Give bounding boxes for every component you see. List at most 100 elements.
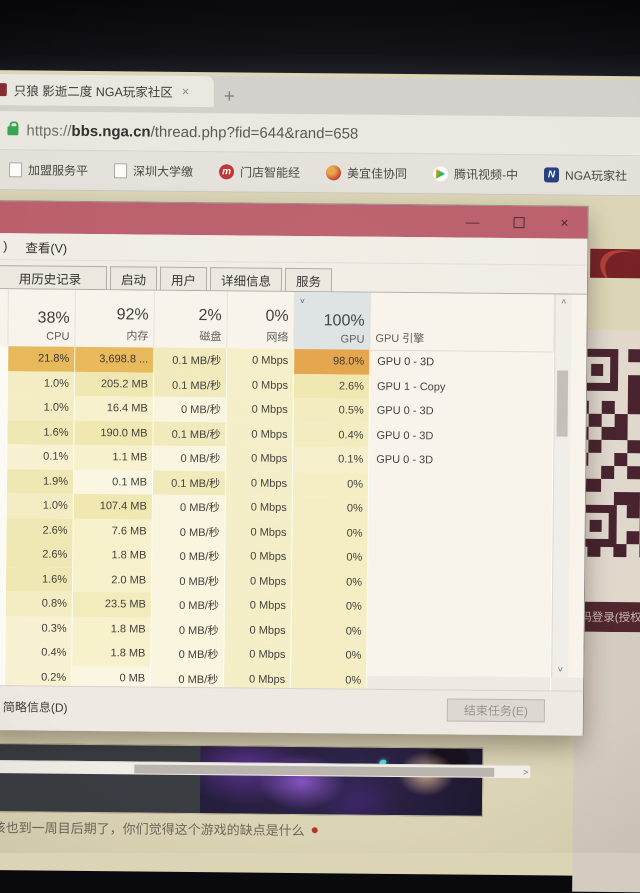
cell-gpu[interactable]: 0% bbox=[292, 471, 370, 497]
cell-gpu[interactable]: 0% bbox=[292, 544, 369, 571]
cell-gpu-engine[interactable] bbox=[367, 643, 552, 670]
cell-disk[interactable]: 0 MB/秒 bbox=[151, 592, 225, 618]
cell-disk[interactable]: 0 MB/秒 bbox=[152, 494, 226, 520]
cell-disk[interactable]: 0.1 MB/秒 bbox=[153, 421, 227, 447]
bookmark-meiyijia[interactable]: 美宜佳协同 bbox=[326, 164, 407, 182]
cell-disk[interactable]: 0.1 MB/秒 bbox=[153, 372, 228, 398]
cell-net[interactable]: 0 Mbps bbox=[224, 642, 292, 668]
scroll-up-icon[interactable]: ˄ bbox=[561, 296, 567, 307]
end-task-button[interactable]: 结束任务(E) bbox=[446, 698, 545, 723]
fewer-details-toggle[interactable]: 简略信息(D) bbox=[2, 700, 68, 715]
tab-details[interactable]: 详细信息 bbox=[209, 267, 283, 292]
cell-gpu[interactable]: 0% bbox=[292, 520, 369, 546]
maximize-button[interactable] bbox=[495, 206, 541, 238]
cell-disk[interactable]: 0.1 MB/秒 bbox=[154, 347, 228, 373]
column-header-cpu[interactable]: 38% CPU bbox=[8, 289, 76, 347]
cell-gpu-engine[interactable] bbox=[368, 472, 554, 499]
cell-gpu-engine[interactable]: GPU 0 - 3D bbox=[369, 447, 554, 474]
cell-mem[interactable]: 1.8 MB bbox=[73, 542, 153, 569]
cell-cpu[interactable]: 0.3% bbox=[5, 615, 73, 641]
cell-mem[interactable]: 23.5 MB bbox=[72, 591, 152, 618]
cell-net[interactable]: 0 Mbps bbox=[225, 544, 293, 570]
cell-disk[interactable]: 0 MB/秒 bbox=[152, 543, 226, 569]
cell-cpu[interactable]: 1.6% bbox=[5, 566, 74, 592]
cell-disk[interactable]: 0.1 MB/秒 bbox=[152, 470, 227, 496]
cell-cpu[interactable]: 0.1% bbox=[7, 444, 75, 470]
cell-net[interactable]: 0 Mbps bbox=[224, 593, 292, 619]
cell-gpu[interactable]: 98.0% bbox=[294, 348, 371, 375]
cell-gpu[interactable]: 0% bbox=[291, 642, 368, 669]
cell-cpu[interactable]: 2.6% bbox=[6, 542, 74, 568]
cell-net[interactable]: 0 Mbps bbox=[226, 421, 294, 447]
cell-mem[interactable]: 3,698.8 ... bbox=[75, 346, 155, 373]
cell-gpu[interactable]: 0% bbox=[291, 593, 368, 620]
cell-disk[interactable]: 0 MB/秒 bbox=[151, 617, 225, 643]
cell-gpu-engine[interactable] bbox=[367, 619, 552, 646]
bookmark-nga[interactable]: N NGA玩家社 bbox=[544, 166, 627, 184]
cell-disk[interactable]: 0 MB/秒 bbox=[153, 396, 227, 422]
cell-gpu[interactable]: 2.6% bbox=[293, 373, 371, 399]
cell-gpu[interactable]: 0% bbox=[292, 495, 369, 522]
thread-title-link[interactable]: 该也到一周目后期了，你们觉得这个游戏的缺点是什么 bbox=[0, 820, 305, 839]
cell-gpu-engine[interactable]: GPU 0 - 3D bbox=[369, 398, 554, 425]
column-header-gpu-engine[interactable]: GPU 引擎 bbox=[370, 292, 555, 352]
cell-net[interactable]: 0 Mbps bbox=[225, 470, 294, 496]
cell-gpu-engine[interactable]: GPU 1 - Copy bbox=[369, 374, 555, 401]
cell-cpu[interactable]: 1.6% bbox=[7, 419, 75, 445]
cell-net[interactable]: 0 Mbps bbox=[226, 446, 294, 472]
new-tab-button[interactable]: + bbox=[223, 86, 235, 108]
cell-mem[interactable]: 16.4 MB bbox=[74, 395, 154, 422]
cell-mem[interactable]: 190.0 MB bbox=[74, 420, 154, 446]
bookmark-jiameng[interactable]: 加盟服务平 bbox=[8, 161, 88, 179]
browser-tab[interactable]: 只狼 影逝二度 NGA玩家社区 × bbox=[0, 73, 214, 108]
cell-net[interactable]: 0 Mbps bbox=[226, 397, 294, 423]
cell-gpu-engine[interactable] bbox=[368, 496, 553, 523]
menu-item-view[interactable]: 查看(V) bbox=[25, 240, 68, 256]
cell-gpu[interactable]: 0.1% bbox=[293, 446, 370, 473]
cell-cpu[interactable]: 1.0% bbox=[7, 395, 75, 421]
cell-cpu[interactable]: 0.8% bbox=[5, 591, 73, 617]
menu-item-cut[interactable]: ) bbox=[3, 239, 8, 254]
cell-gpu-engine[interactable] bbox=[368, 521, 553, 548]
vertical-scrollbar-thumb[interactable] bbox=[556, 370, 569, 437]
cell-net[interactable]: 0 Mbps bbox=[226, 372, 295, 398]
column-header-disk[interactable]: 2% 磁盘 bbox=[154, 290, 228, 349]
cell-gpu-engine[interactable]: GPU 0 - 3D bbox=[370, 349, 555, 376]
cell-disk[interactable]: 0 MB/秒 bbox=[152, 519, 226, 545]
bookmark-shenzhen[interactable]: 深圳大学缴 bbox=[113, 162, 193, 180]
scroll-right-icon[interactable]: ˃ bbox=[522, 767, 529, 778]
cell-cpu[interactable]: 1.9% bbox=[6, 468, 75, 494]
cell-gpu-engine[interactable]: GPU 0 - 3D bbox=[369, 423, 554, 450]
cell-process-name[interactable] bbox=[0, 346, 9, 371]
tab-users[interactable]: 用户 bbox=[159, 266, 208, 292]
cell-mem[interactable]: 0.1 MB bbox=[73, 469, 154, 495]
cell-gpu-engine[interactable] bbox=[368, 545, 553, 572]
cell-gpu[interactable]: 0.4% bbox=[293, 422, 370, 448]
cell-net[interactable]: 0 Mbps bbox=[225, 495, 293, 521]
cell-net[interactable]: 0 Mbps bbox=[224, 617, 292, 643]
bookmark-mendian[interactable]: m 门店智能经 bbox=[218, 163, 300, 181]
vertical-scrollbar[interactable]: ˄ ˅ bbox=[551, 294, 572, 678]
address-bar[interactable]: https://bbs.nga.cn/thread.php?fid=644&ra… bbox=[0, 110, 640, 157]
close-button[interactable]: × bbox=[560, 214, 569, 231]
cell-mem[interactable]: 107.4 MB bbox=[73, 493, 153, 520]
cell-cpu[interactable]: 21.8% bbox=[8, 346, 76, 372]
tab-startup[interactable]: 启动 bbox=[109, 266, 158, 291]
cell-mem[interactable]: 1.8 MB bbox=[72, 640, 152, 667]
scroll-down-icon[interactable]: ˅ bbox=[557, 664, 563, 675]
cell-gpu-engine[interactable] bbox=[367, 570, 553, 597]
cell-disk[interactable]: 0 MB/秒 bbox=[153, 445, 227, 471]
tab-app-history[interactable]: 用历史记录 bbox=[0, 265, 108, 291]
cell-cpu[interactable]: 1.0% bbox=[6, 493, 74, 519]
cell-disk[interactable]: 0 MB/秒 bbox=[151, 641, 225, 667]
column-header-network[interactable]: 0% 网络 bbox=[227, 291, 295, 349]
column-header-gpu[interactable]: ˅ 100% GPU bbox=[294, 291, 371, 350]
cell-mem[interactable]: 1.1 MB bbox=[74, 444, 154, 471]
cell-cpu[interactable]: 2.6% bbox=[6, 517, 74, 543]
minimize-button[interactable]: — bbox=[465, 213, 480, 230]
cell-mem[interactable]: 2.0 MB bbox=[72, 567, 153, 593]
cell-cpu[interactable]: 1.0% bbox=[7, 370, 76, 396]
bookmark-tencent-video[interactable]: 腾讯视频-中 bbox=[433, 165, 518, 183]
cell-mem[interactable]: 205.2 MB bbox=[74, 371, 155, 397]
cell-net[interactable]: 0 Mbps bbox=[224, 568, 293, 594]
